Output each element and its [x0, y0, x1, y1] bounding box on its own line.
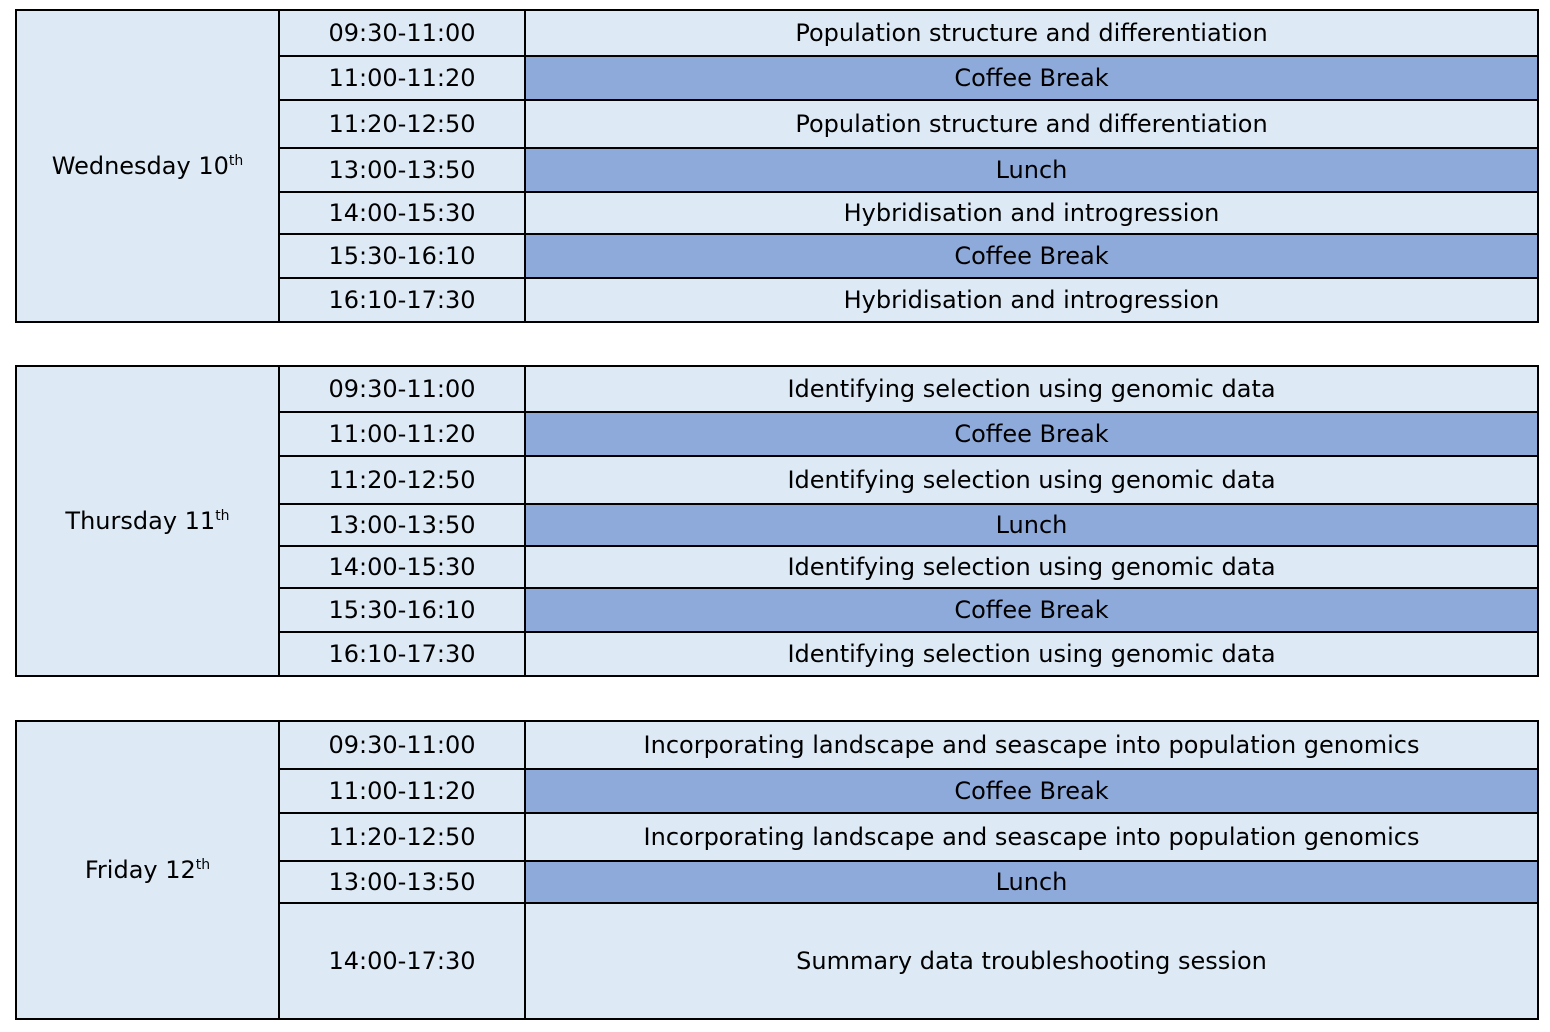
table-row: Thursday 11th 09:30-11:00 Identifying se…: [15, 365, 1539, 677]
session-activity: Hybridisation and introgression: [524, 277, 1539, 323]
table-row: 11:00-11:20 Coffee Break: [16, 55, 1539, 101]
session-activity: Coffee Break: [524, 587, 1539, 633]
table-row: Friday 12th 09:30-11:00 Incorporating la…: [15, 720, 1539, 1020]
session-activity: Coffee Break: [524, 55, 1539, 101]
day-label: Friday 12th: [15, 720, 280, 1020]
session-activity: Lunch: [524, 860, 1539, 904]
table-row: 13:00-13:50 Lunch: [16, 503, 1539, 547]
table-row: Wednesday 10th 09:30-11:00 Population st…: [15, 9, 1539, 323]
schedule-table-thursday: Thursday 11th 09:30-11:00 Identifying se…: [15, 365, 1539, 677]
day-name: Friday 12: [84, 856, 196, 884]
schedule-table-friday: Friday 12th 09:30-11:00 Incorporating la…: [15, 720, 1539, 1020]
table-row: 11:00-11:20 Coffee Break: [16, 411, 1539, 457]
table-row: 14:00-17:30 Summary data troubleshooting…: [16, 902, 1539, 1020]
session-time: 11:00-11:20: [278, 55, 526, 101]
day-suffix: th: [215, 508, 230, 524]
table-row: 14:00-15:30 Hybridisation and introgress…: [16, 191, 1539, 235]
session-time: 11:00-11:20: [278, 768, 526, 814]
session-activity: Coffee Break: [524, 768, 1539, 814]
session-activity: Population structure and differentiation: [524, 99, 1539, 149]
schedule-table-wednesday: Wednesday 10th 09:30-11:00 Population st…: [15, 9, 1539, 323]
session-activity: Coffee Break: [524, 233, 1539, 279]
session-time: 09:30-11:00: [278, 720, 526, 770]
table-row: 16:10-17:30 Hybridisation and introgress…: [16, 277, 1539, 323]
session-time: 15:30-16:10: [278, 587, 526, 633]
session-time: 13:00-13:50: [278, 860, 526, 904]
table-row: 15:30-16:10 Coffee Break: [16, 587, 1539, 633]
session-time: 13:00-13:50: [278, 147, 526, 193]
table-row: 11:20-12:50 Incorporating landscape and …: [16, 812, 1539, 862]
session-time: 09:30-11:00: [278, 365, 526, 413]
table-row: 15:30-16:10 Coffee Break: [16, 233, 1539, 279]
day-suffix: th: [195, 857, 211, 873]
session-time: 11:20-12:50: [278, 99, 526, 149]
session-activity: Lunch: [524, 147, 1539, 193]
session-activity: Identifying selection using genomic data: [524, 545, 1539, 589]
session-time: 09:30-11:00: [278, 9, 526, 57]
table-row: 13:00-13:50 Lunch: [16, 860, 1539, 904]
session-activity: Identifying selection using genomic data: [524, 365, 1539, 413]
session-time: 16:10-17:30: [278, 631, 526, 677]
session-time: 11:20-12:50: [278, 455, 526, 505]
day-suffix: th: [228, 153, 244, 169]
session-activity: Incorporating landscape and seascape int…: [524, 720, 1539, 770]
table-row: 16:10-17:30 Identifying selection using …: [16, 631, 1539, 677]
day-label: Thursday 11th: [15, 365, 280, 677]
session-activity: Coffee Break: [524, 411, 1539, 457]
session-activity: Hybridisation and introgression: [524, 191, 1539, 235]
session-time: 11:20-12:50: [278, 812, 526, 862]
session-activity: Lunch: [524, 503, 1539, 547]
table-row: 11:20-12:50 Population structure and dif…: [16, 99, 1539, 149]
day-name: Thursday 11: [65, 507, 216, 535]
session-activity: Identifying selection using genomic data: [524, 631, 1539, 677]
table-row: 14:00-15:30 Identifying selection using …: [16, 545, 1539, 589]
day-name: Wednesday 10: [51, 152, 229, 180]
session-time: 14:00-15:30: [278, 545, 526, 589]
table-row: 11:00-11:20 Coffee Break: [16, 768, 1539, 814]
session-activity: Incorporating landscape and seascape int…: [524, 812, 1539, 862]
session-time: 15:30-16:10: [278, 233, 526, 279]
table-row: 13:00-13:50 Lunch: [16, 147, 1539, 193]
session-time: 16:10-17:30: [278, 277, 526, 323]
session-time: 11:00-11:20: [278, 411, 526, 457]
session-time: 14:00-17:30: [278, 902, 526, 1020]
session-time: 13:00-13:50: [278, 503, 526, 547]
session-activity: Population structure and differentiation: [524, 9, 1539, 57]
day-label: Wednesday 10th: [15, 9, 280, 323]
session-activity: Summary data troubleshooting session: [524, 902, 1539, 1020]
table-row: 11:20-12:50 Identifying selection using …: [16, 455, 1539, 505]
session-time: 14:00-15:30: [278, 191, 526, 235]
session-activity: Identifying selection using genomic data: [524, 455, 1539, 505]
